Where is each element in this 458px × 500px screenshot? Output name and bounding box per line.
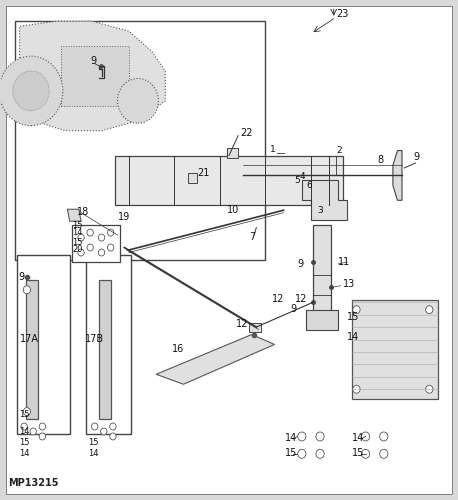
Text: 14: 14 [72,228,82,237]
Bar [27,280,38,419]
Bar [60,46,129,106]
Text: 4: 4 [300,172,305,181]
Bar [99,280,111,419]
Circle shape [98,234,105,241]
Text: 9: 9 [19,272,25,282]
Circle shape [30,428,37,435]
Bar [115,156,343,205]
Text: 12: 12 [272,294,284,304]
Circle shape [39,423,45,430]
Circle shape [425,306,433,314]
Text: 15: 15 [19,410,29,418]
Text: 13: 13 [343,280,355,289]
Text: 14: 14 [88,449,98,458]
Text: 14: 14 [347,332,360,342]
Text: 14: 14 [19,427,29,436]
Text: 15: 15 [347,312,360,322]
Text: 18: 18 [76,207,89,217]
Text: 20: 20 [72,246,82,254]
Text: 21: 21 [197,168,209,178]
Text: 2: 2 [336,146,342,155]
Text: 14: 14 [285,434,297,444]
Text: 1: 1 [270,145,276,154]
Text: 19: 19 [117,212,130,222]
Bar [17,255,70,434]
Text: MP13215: MP13215 [8,478,59,488]
Text: 16: 16 [172,344,185,354]
Text: 9: 9 [290,304,297,314]
Bar [313,225,332,314]
Circle shape [0,56,63,126]
Circle shape [361,432,370,441]
Text: 9: 9 [414,152,420,162]
Circle shape [298,450,306,458]
Circle shape [13,71,49,111]
Polygon shape [20,22,165,130]
Circle shape [78,249,84,256]
Text: 23: 23 [336,9,349,19]
Text: 15: 15 [285,448,297,458]
Polygon shape [67,209,81,221]
Circle shape [361,450,370,458]
Text: 12: 12 [236,319,248,329]
Bar [72,225,120,262]
Circle shape [110,433,116,440]
Circle shape [23,286,31,294]
Circle shape [23,408,31,416]
Text: 9: 9 [297,260,303,270]
Circle shape [101,428,107,435]
Text: 15: 15 [19,438,29,448]
Circle shape [298,432,306,441]
Text: 12: 12 [295,294,307,304]
Circle shape [117,78,158,123]
Text: 10: 10 [227,204,239,214]
Polygon shape [302,180,347,220]
Text: 11: 11 [338,257,350,267]
Bar [227,148,238,158]
Text: 15: 15 [352,448,364,458]
Text: 14: 14 [19,449,29,458]
Circle shape [425,385,433,393]
Circle shape [39,433,45,440]
Bar [188,173,197,183]
Text: 17B: 17B [85,334,104,344]
Text: 8: 8 [377,155,383,165]
Circle shape [380,432,388,441]
Circle shape [353,385,360,393]
Text: 9: 9 [90,56,96,66]
Text: 15: 15 [88,438,98,448]
Text: 3: 3 [318,206,323,214]
Circle shape [98,249,105,256]
Circle shape [108,229,114,236]
Bar [352,300,438,399]
Text: 14: 14 [352,434,364,444]
Polygon shape [156,334,274,384]
Circle shape [92,423,98,430]
Text: 6: 6 [306,181,312,190]
Text: 5: 5 [294,176,300,185]
Bar [15,22,266,260]
Bar [86,255,131,434]
Circle shape [21,423,27,430]
Text: 15: 15 [72,220,82,230]
Circle shape [316,450,324,458]
Text: 22: 22 [240,128,253,138]
Polygon shape [393,150,402,200]
Circle shape [110,423,116,430]
Circle shape [108,244,114,251]
Circle shape [380,450,388,458]
Text: 17A: 17A [20,334,38,344]
Text: 7: 7 [250,232,256,242]
Circle shape [353,306,360,314]
Text: 15: 15 [72,238,82,247]
Circle shape [87,229,93,236]
Bar [306,310,338,330]
Circle shape [87,244,93,251]
Circle shape [78,234,84,241]
Circle shape [316,432,324,441]
Bar [250,323,261,332]
